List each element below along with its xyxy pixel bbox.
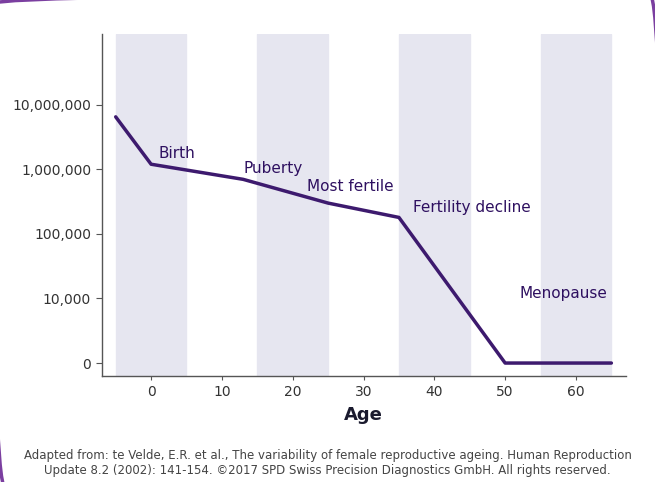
Text: Puberty: Puberty [243,161,303,176]
Bar [399,34,470,376]
Text: Adapted from: te Velde, E.R. et al., The variability of female reproductive agei: Adapted from: te Velde, E.R. et al., The… [24,449,631,477]
Bar [116,34,187,376]
Bar [257,34,328,376]
Bar [540,34,611,376]
Text: Fertility decline: Fertility decline [413,200,531,214]
Y-axis label: Follicle number: Follicle number [0,127,1,282]
Text: Most fertile: Most fertile [307,179,394,194]
X-axis label: Age: Age [344,406,383,424]
Text: Birth: Birth [158,146,195,161]
Text: Menopause: Menopause [519,286,607,301]
